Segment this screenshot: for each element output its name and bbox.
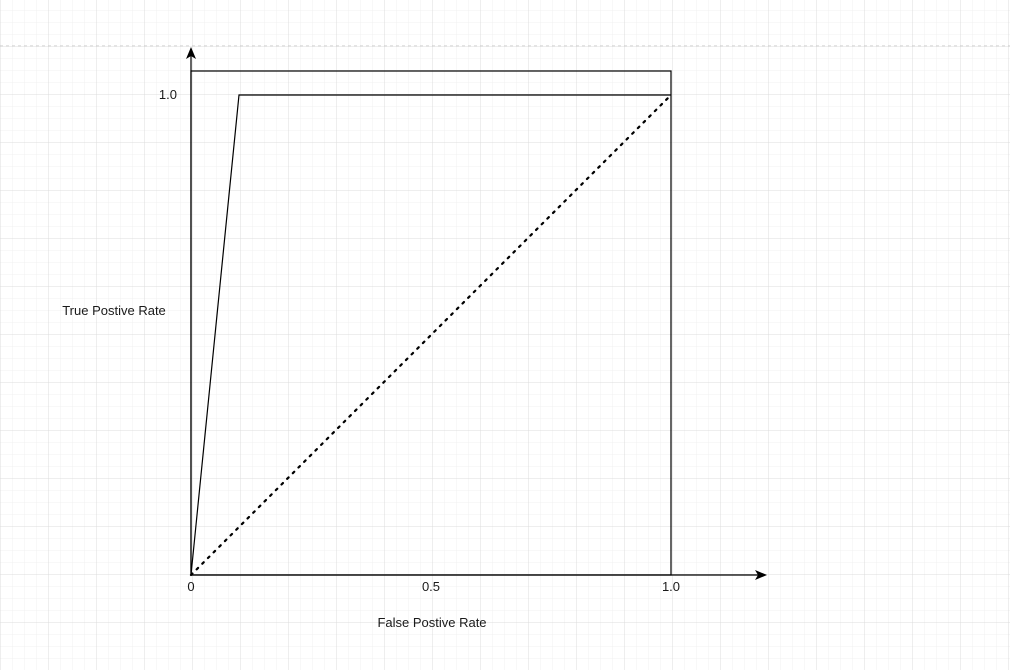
x-tick-label-0: 0 bbox=[187, 579, 194, 594]
x-tick-label-0-5: 0.5 bbox=[422, 579, 440, 594]
roc-curve-line bbox=[190, 94, 671, 576]
random-classifier-dotted-line bbox=[189, 93, 673, 577]
y-tick-label-1-0: 1.0 bbox=[159, 87, 177, 102]
x-axis-arrowhead bbox=[755, 570, 767, 580]
x-tick-label-1-0: 1.0 bbox=[662, 579, 680, 594]
y-axis-label: True Postive Rate bbox=[62, 303, 166, 318]
x-axis-label: False Postive Rate bbox=[377, 615, 486, 630]
y-axis-arrowhead bbox=[186, 47, 196, 59]
